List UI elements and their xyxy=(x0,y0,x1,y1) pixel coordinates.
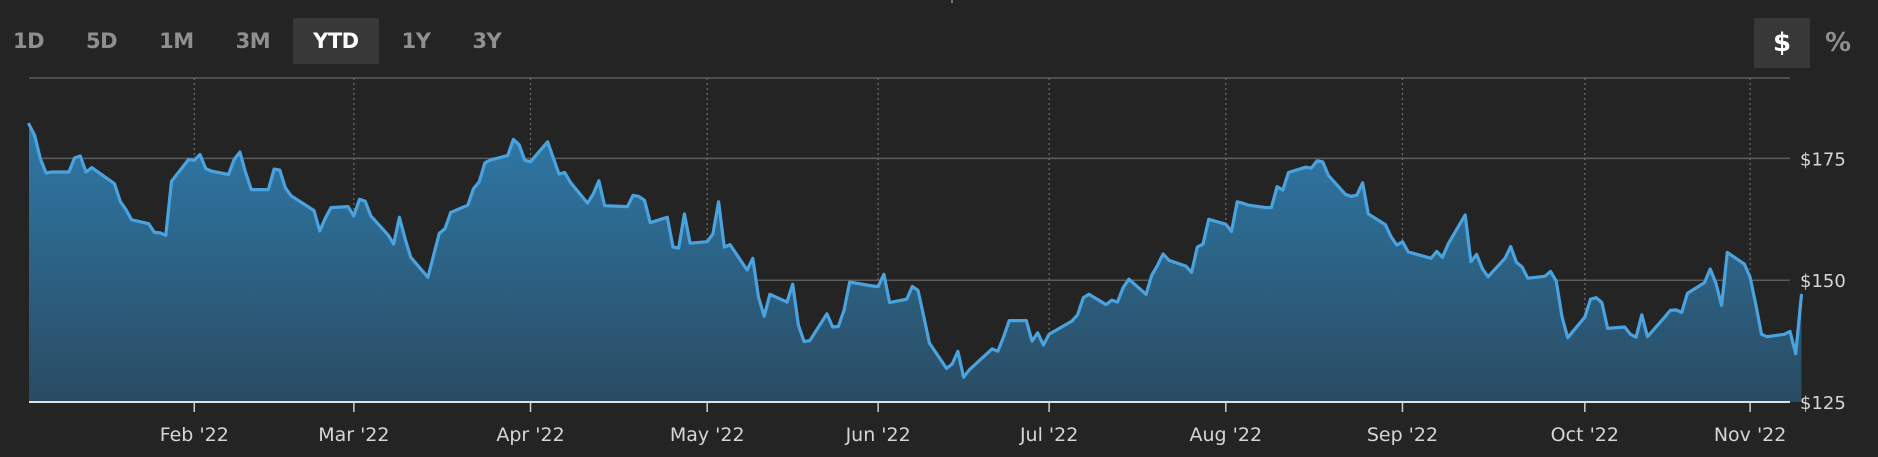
range-button-3m[interactable]: 3M xyxy=(235,29,271,53)
x-tick-label: Feb '22 xyxy=(160,424,229,446)
x-tick-label: Jul '22 xyxy=(1019,424,1078,446)
percent-button[interactable]: % xyxy=(1824,28,1852,58)
top-marker xyxy=(951,0,953,3)
y-tick-label: $125 xyxy=(1800,393,1846,414)
x-tick-label: Jun '22 xyxy=(845,424,911,446)
dollar-button[interactable]: $ xyxy=(1754,18,1810,68)
unit-toggle: $ % xyxy=(1754,18,1866,68)
y-tick-label: $150 xyxy=(1800,271,1846,292)
x-tick-label: Apr '22 xyxy=(496,424,564,446)
x-tick-label: Oct '22 xyxy=(1551,424,1619,446)
range-button-1y[interactable]: 1Y xyxy=(401,29,431,53)
range-button-5d[interactable]: 5D xyxy=(86,29,118,53)
range-button-3y[interactable]: 3Y xyxy=(472,29,502,53)
range-button-1m[interactable]: 1M xyxy=(159,29,194,53)
series-layer xyxy=(27,122,1803,403)
y-tick-label: $175 xyxy=(1800,149,1846,170)
x-tick-label: Sep '22 xyxy=(1367,424,1438,446)
price-area xyxy=(29,124,1802,403)
x-tick-label: Aug '22 xyxy=(1190,424,1263,446)
price-line xyxy=(27,122,1803,379)
x-tick-label: Mar '22 xyxy=(318,424,389,446)
range-selector: 1D 5D 1M 3M YTD 1Y 3Y xyxy=(0,18,524,64)
axes: $125 $150 $175 Feb '22 Mar '22 Apr '22 May '22… xyxy=(29,149,1846,446)
x-tick-label: Nov '22 xyxy=(1714,424,1787,446)
range-button-ytd[interactable]: YTD xyxy=(293,18,379,64)
x-tick-label: May '22 xyxy=(670,424,745,446)
range-button-1d[interactable]: 1D xyxy=(13,29,45,53)
